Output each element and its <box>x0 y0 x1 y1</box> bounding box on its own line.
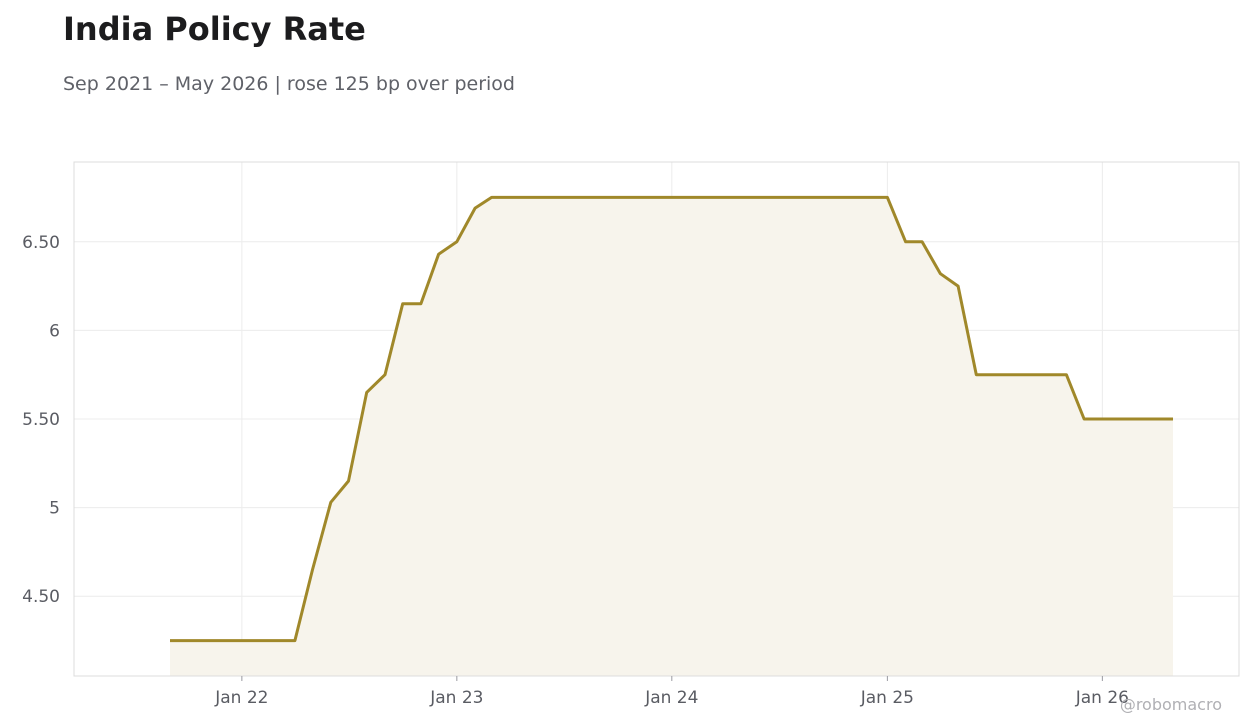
watermark-text: @robomacro <box>1119 695 1222 714</box>
y-tick-label: 5.50 <box>22 410 60 430</box>
x-tick-label: Jan 25 <box>860 688 914 708</box>
y-tick-label: 6.50 <box>22 233 60 253</box>
x-tick-label: Jan 22 <box>214 688 268 708</box>
chart-title: India Policy Rate <box>63 10 366 48</box>
y-axis-ticks: 4.50 5 5.50 6 6.50 <box>22 233 60 607</box>
chart-subtitle: Sep 2021 – May 2026 | rose 125 bp over p… <box>63 73 515 95</box>
y-tick-label: 6 <box>49 321 60 341</box>
plot-frame <box>73 161 1240 677</box>
area-fill <box>170 197 1173 676</box>
y-tick-label: 4.50 <box>22 587 60 607</box>
y-tick-label: 5 <box>49 499 60 519</box>
x-tick-label: Jan 24 <box>644 688 698 708</box>
x-tick-label: Jan 26 <box>1075 688 1129 708</box>
x-axis-ticks: Jan 22 Jan 23 Jan 24 Jan 25 Jan 26 <box>214 676 1129 708</box>
x-tick-label: Jan 23 <box>429 688 483 708</box>
series-line <box>170 195 1173 643</box>
